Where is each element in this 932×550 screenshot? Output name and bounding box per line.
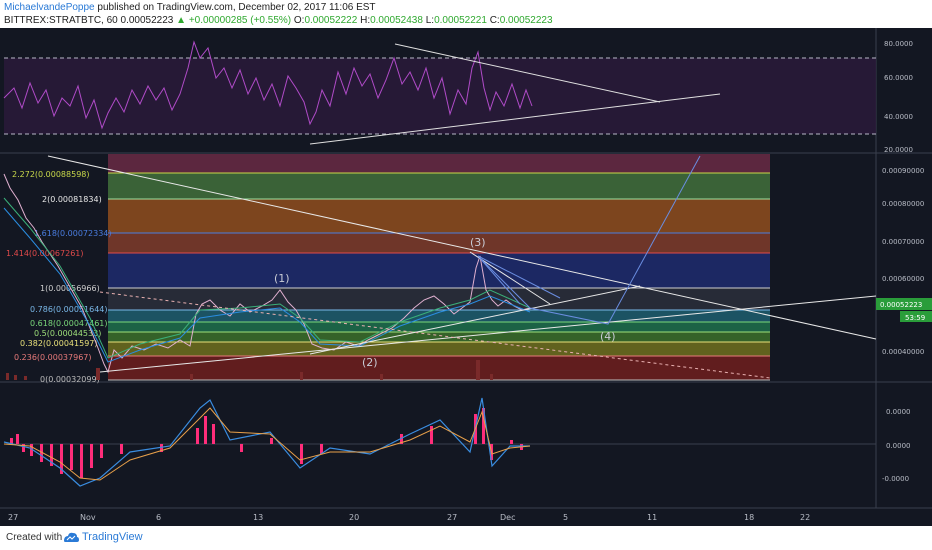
chart-header: MichaelvandePoppe published on TradingVi…: [0, 0, 932, 28]
macd-histogram: [10, 408, 523, 478]
fib-label: 1.618(0.00072334): [34, 229, 112, 238]
last-price-tag: [876, 298, 932, 310]
fib-label: 1.414(0.00067261): [6, 249, 84, 258]
macd-line: [3, 397, 530, 487]
fib-zone: [108, 310, 770, 322]
close-label: C:: [489, 15, 500, 26]
macd-panel: 0.0000 0.0000 -0.0000: [3, 397, 911, 487]
high-label: H:: [360, 15, 371, 26]
fib-zone: [108, 356, 770, 380]
fib-zone: [108, 233, 770, 253]
date-label: 27: [447, 513, 457, 522]
fib-label: 1(0.00056966): [40, 284, 100, 293]
close-value: 0.00052223: [499, 15, 553, 26]
created-with-text: Created with: [6, 532, 63, 543]
time-axis: 27 Nov 6 13 20 27 Dec 5 11 18 22: [8, 513, 810, 522]
date-label: Nov: [80, 513, 96, 522]
fib-zone: [108, 173, 770, 199]
price-axis-label: 0.00040000: [882, 348, 924, 356]
chart-canvas[interactable]: 80.0000 60.0000 40.0000 20.0000: [0, 28, 932, 526]
fib-label: 0.5(0.00044533): [34, 329, 101, 338]
wave-label: (3): [470, 236, 486, 249]
rsi-axis-label: 40.0000: [884, 113, 913, 121]
fib-zone: [108, 154, 770, 173]
rsi-axis-label: 60.0000: [884, 74, 913, 82]
author-link[interactable]: MichaelvandePoppe: [4, 2, 95, 13]
last-price: 0.00052223: [120, 15, 174, 26]
fib-label: 0.786(0.00051644): [30, 305, 108, 314]
rsi-axis-label: 80.0000: [884, 40, 913, 48]
date-label: 6: [156, 513, 161, 522]
fib-label: 2.272(0.00088598): [12, 170, 90, 179]
rsi-line: [3, 40, 533, 130]
low-value: 0.00052221: [434, 15, 487, 26]
macd-axis-label: 0.0000: [886, 408, 911, 416]
date-label: 5: [563, 513, 568, 522]
date-label: 11: [647, 513, 657, 522]
fib-label: 2(0.00081834): [42, 195, 102, 204]
publish-line: MichaelvandePoppe published on TradingVi…: [4, 2, 376, 13]
symbol-label: BITTREX:STRATBTC, 60: [4, 15, 118, 26]
date-label: 22: [800, 513, 810, 522]
countdown-tag: [900, 311, 932, 322]
low-label: L:: [425, 15, 435, 26]
macd-axis-label: -0.0000: [882, 475, 909, 483]
fib-label: 0.618(0.00047461): [30, 319, 108, 328]
date-label: 27: [8, 513, 18, 522]
open-label: O:: [293, 15, 305, 26]
wave-label: (4): [600, 330, 616, 343]
signal-line: [3, 407, 531, 481]
date-label: 20: [349, 513, 359, 522]
fib-zone: [108, 253, 770, 288]
fib-zone: [108, 332, 770, 342]
fib-label: 0.382(0.00041597): [20, 339, 98, 348]
footer-bar: Created with TradingView: [0, 526, 932, 550]
date-label: 18: [744, 513, 754, 522]
projection-fan: [477, 255, 561, 305]
volume-bars: [6, 360, 493, 380]
date-label: Dec: [500, 513, 515, 522]
price-axis-label: 0.00070000: [882, 238, 924, 246]
high-value: 0.00052438: [370, 15, 423, 26]
date-label: 13: [253, 513, 263, 522]
tradingview-brand-link[interactable]: TradingView: [82, 531, 143, 543]
fib-label: 0(0.00032099): [40, 375, 100, 384]
published-text: published on TradingView.com, December 0…: [97, 2, 376, 13]
projection-path: [477, 155, 701, 325]
tradingview-logo-icon[interactable]: [62, 531, 80, 543]
price-axis-label: 0.00080000: [882, 200, 924, 208]
price-change: ▲ +0.00000285 (+0.55%): [176, 15, 292, 26]
price-panel: 2.272(0.00088598) 2(0.00081834) 1.618(0.…: [3, 154, 932, 384]
fib-label: 0.236(0.00037967): [14, 353, 92, 362]
fib-zone: [108, 199, 770, 233]
fib-zone: [108, 288, 770, 310]
wave-label: (2): [362, 356, 378, 369]
macd-axis-label: 0.0000: [886, 442, 911, 450]
ema-ribbon-2: [3, 207, 531, 363]
symbol-line: BITTREX:STRATBTC, 60 0.00052223 ▲ +0.000…: [4, 15, 553, 26]
price-axis-label: 0.00060000: [882, 275, 924, 283]
rsi-panel: 80.0000 60.0000 40.0000 20.0000: [3, 40, 913, 154]
price-axis-label: 0.00090000: [882, 167, 924, 175]
rsi-axis-label: 20.0000: [884, 146, 913, 154]
countdown-tag-text: 53:59: [905, 314, 925, 322]
open-value: 0.00052222: [304, 15, 358, 26]
wave-label: (1): [274, 272, 290, 285]
ema-ribbon: [3, 197, 531, 359]
last-price-tag-text: 0.00052223: [880, 301, 922, 309]
fib-zone: [108, 342, 770, 356]
